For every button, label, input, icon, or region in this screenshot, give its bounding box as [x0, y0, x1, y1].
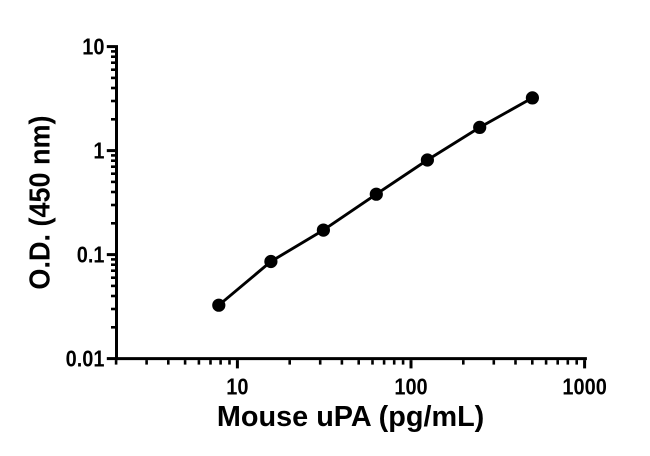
svg-text:Mouse uPA (pg/mL): Mouse uPA (pg/mL) — [217, 401, 484, 433]
svg-text:0.01: 0.01 — [66, 345, 105, 372]
svg-text:100: 100 — [394, 373, 427, 400]
svg-text:10: 10 — [82, 33, 104, 60]
svg-text:O.D. (450 nm): O.D. (450 nm) — [23, 115, 55, 289]
svg-text:1: 1 — [93, 137, 104, 164]
svg-text:0.1: 0.1 — [77, 241, 105, 268]
svg-text:1000: 1000 — [562, 373, 606, 400]
svg-text:10: 10 — [226, 373, 248, 400]
